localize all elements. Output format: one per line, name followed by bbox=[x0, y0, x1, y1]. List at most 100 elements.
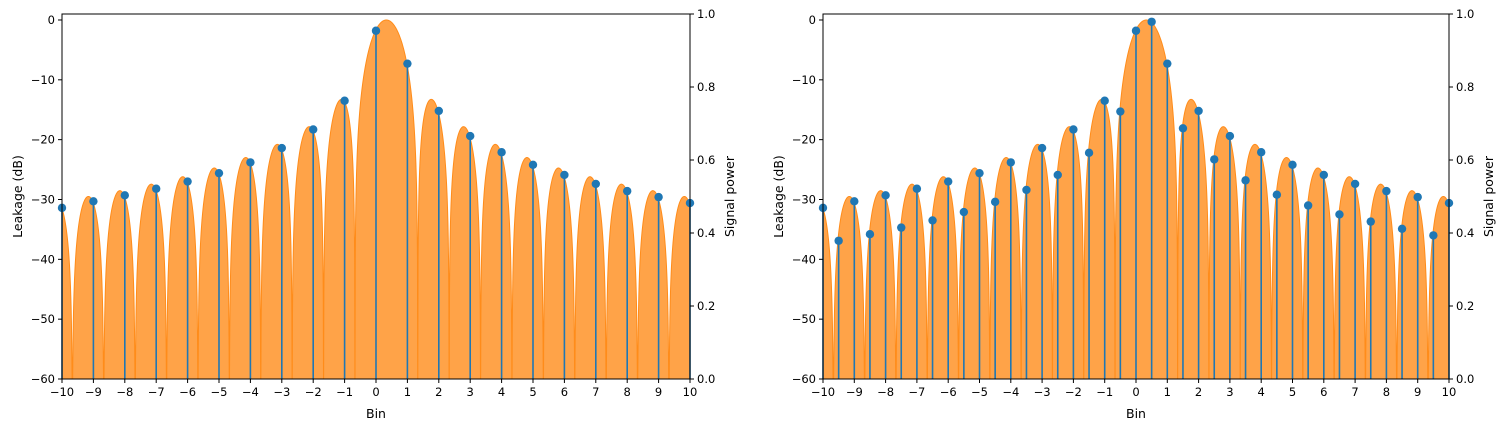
y2-tick-label: 0.6 bbox=[1456, 153, 1474, 167]
y2-tick-label: 1.0 bbox=[1456, 7, 1474, 21]
x-tick-label: −3 bbox=[273, 385, 290, 399]
x-tick-label: 3 bbox=[1226, 385, 1233, 399]
stem-marker bbox=[371, 26, 381, 35]
x-tick-label: 4 bbox=[1258, 385, 1265, 399]
stem-marker bbox=[1194, 106, 1203, 116]
x-tick-label: 0 bbox=[372, 385, 379, 399]
x-tick-label: 3 bbox=[467, 385, 474, 399]
stem-marker bbox=[340, 96, 349, 105]
y-tick-label: −50 bbox=[792, 312, 816, 326]
y-tick-label: −40 bbox=[31, 252, 55, 266]
x-tick-label: −6 bbox=[940, 385, 957, 399]
stem-marker bbox=[959, 207, 969, 217]
x-tick-label: −5 bbox=[971, 385, 988, 399]
x-tick-label: 9 bbox=[655, 385, 662, 399]
right-chart-panel: −10 −9 −8 −7 −6 −5 −4 −3 −2 −1 0 1 2 3 4 5 6 7 8 9 100−10−20… bbox=[771, 7, 1496, 421]
stem-marker bbox=[120, 191, 129, 200]
stem-marker bbox=[1131, 26, 1141, 35]
stem-marker bbox=[654, 192, 663, 202]
x-tick-label: −4 bbox=[1002, 385, 1019, 399]
stem-marker bbox=[975, 168, 984, 178]
y-tick-label: −20 bbox=[792, 133, 816, 147]
stem-marker bbox=[152, 184, 161, 193]
stem-marker bbox=[528, 160, 538, 169]
y-tick-label: −30 bbox=[31, 192, 55, 206]
y-tick-label: 0 bbox=[809, 13, 816, 27]
x-tick-label: 2 bbox=[435, 385, 442, 399]
stem-marker bbox=[1147, 17, 1156, 26]
stem-marker bbox=[928, 216, 937, 225]
stem-marker bbox=[1053, 170, 1062, 180]
x-tick-label: −8 bbox=[877, 385, 894, 399]
stem-marker bbox=[850, 197, 859, 206]
stem-marker bbox=[183, 177, 192, 186]
x-tick-label: −9 bbox=[846, 385, 863, 399]
x-tick-label: 6 bbox=[561, 385, 568, 399]
stem-marker bbox=[1084, 148, 1094, 158]
stem-marker bbox=[1382, 186, 1391, 196]
y2-tick-label: 0.4 bbox=[1456, 226, 1474, 240]
y2-axis-label: Signal power bbox=[722, 155, 737, 237]
stem-marker bbox=[1335, 210, 1344, 219]
y2-tick-label: 0.0 bbox=[697, 372, 715, 386]
stem-marker bbox=[89, 197, 98, 206]
y-tick-label: −40 bbox=[792, 252, 816, 266]
y-tick-label: −30 bbox=[792, 192, 816, 206]
x-tick-label: 5 bbox=[1289, 385, 1296, 399]
stem-marker bbox=[1022, 185, 1031, 195]
y2-axis-label: Signal power bbox=[1481, 155, 1496, 237]
x-tick-label: −6 bbox=[179, 385, 196, 399]
stem-marker bbox=[1163, 59, 1172, 68]
x-tick-label: −3 bbox=[1034, 385, 1051, 399]
stem-marker bbox=[1397, 224, 1407, 234]
y-tick-label: 0 bbox=[48, 13, 55, 27]
y2-tick-label: 0.8 bbox=[1456, 80, 1474, 94]
x-tick-label: 7 bbox=[592, 385, 599, 399]
y-axis-label: Leakage (dB) bbox=[771, 155, 786, 238]
x-tick-label: −1 bbox=[336, 385, 353, 399]
stem-marker bbox=[1303, 201, 1313, 210]
y-tick-label: −20 bbox=[31, 133, 55, 147]
x-tick-label: −4 bbox=[242, 385, 259, 399]
y2-tick-label: 1.0 bbox=[697, 7, 715, 21]
x-tick-label: −2 bbox=[305, 385, 322, 399]
stem-marker bbox=[560, 170, 569, 180]
x-tick-label: 8 bbox=[624, 385, 631, 399]
x-tick-label: 10 bbox=[683, 385, 698, 399]
stem-marker bbox=[865, 229, 875, 239]
y2-tick-label: 0.8 bbox=[697, 80, 715, 94]
stem-marker bbox=[497, 148, 506, 157]
y2-tick-label: 0.2 bbox=[1456, 299, 1474, 313]
x-tick-label: 0 bbox=[1132, 385, 1139, 399]
stem-marker bbox=[1350, 179, 1360, 189]
stem-marker bbox=[1319, 170, 1329, 180]
y-tick-label: −10 bbox=[31, 73, 55, 87]
stem-marker bbox=[591, 179, 600, 189]
y-tick-label: −10 bbox=[792, 73, 816, 87]
stem-marker bbox=[990, 197, 1000, 207]
x-tick-label: −7 bbox=[908, 385, 925, 399]
stem-marker bbox=[881, 191, 890, 200]
x-tick-label: 8 bbox=[1383, 385, 1390, 399]
stem-marker bbox=[1116, 107, 1125, 116]
stem-marker bbox=[1272, 190, 1282, 199]
stem-marker bbox=[623, 186, 632, 196]
stem-marker bbox=[1178, 124, 1188, 133]
x-tick-label: −5 bbox=[211, 385, 228, 399]
stem-marker bbox=[214, 168, 224, 178]
x-axis-label: Bin bbox=[1126, 406, 1146, 421]
x-tick-label: 2 bbox=[1195, 385, 1202, 399]
y-axis-label: Leakage (dB) bbox=[10, 155, 25, 238]
x-tick-label: 4 bbox=[498, 385, 505, 399]
stem-marker bbox=[434, 106, 443, 116]
stem-marker bbox=[1366, 217, 1375, 226]
x-tick-label: 5 bbox=[529, 385, 536, 399]
y2-tick-label: 0.4 bbox=[697, 226, 715, 240]
stem-marker bbox=[1210, 155, 1219, 164]
left-chart-panel: −10 −9 −8 −7 −6 −5 −4 −3 −2 −1 0 1 2 3 4 5 6 7 8 9 100−10−20… bbox=[10, 7, 737, 421]
x-tick-label: 7 bbox=[1351, 385, 1358, 399]
stem-marker bbox=[1288, 160, 1297, 169]
stem-marker bbox=[309, 125, 318, 134]
x-tick-label: −8 bbox=[116, 385, 133, 399]
